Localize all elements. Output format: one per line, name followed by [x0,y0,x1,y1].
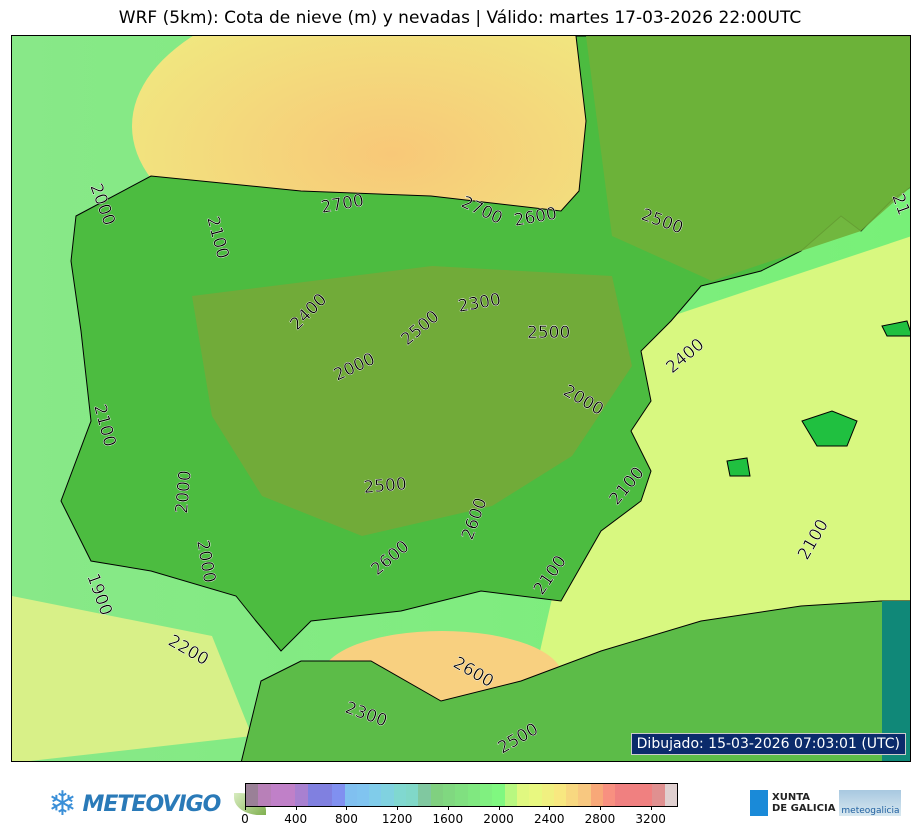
meteovigo-logo: ❄ METEOVIGO [48,784,267,824]
colorbar-segment [615,784,628,806]
meteovigo-logo-text: METEOVIGO [82,791,222,817]
map-title: WRF (5km): Cota de nieve (m) y nevadas |… [118,8,802,28]
menorca-island [881,320,910,337]
colorbar-segment [246,784,259,806]
xunta-logo-text: XUNTA DE GALICIA [772,792,836,814]
colorbar-segment [578,784,591,806]
colorbar-tick-mark [599,806,601,810]
colorbar-segment [369,784,382,806]
colorbar-segment [603,784,616,806]
colorbar-tick-label: 1200 [381,812,413,826]
colorbar-segment [295,784,308,806]
colorbar-tick-label: 2800 [584,812,616,826]
colorbar-segment [418,784,431,806]
colorbar-tick-mark [447,806,449,810]
colorbar-segment [344,784,357,806]
contour-label: 2500 [527,323,570,343]
colorbar-segment [430,784,443,806]
contour-label: 2500 [363,474,408,498]
colorbar-tick-mark [549,806,551,810]
colorbar-tick-mark [650,806,652,810]
mallorca-island [801,410,858,447]
drawn-timestamp: Dibujado: 15-03-2026 07:03:01 (UTC) [630,733,906,755]
contour-label: 2000 [172,470,196,515]
colorbar-tick-label: 400 [284,812,308,826]
colorbar-tick-mark [346,806,348,810]
xunta-meteogalicia-logo: XUNTA DE GALICIA meteogalicia [750,790,902,816]
meteogalicia-logo-text: meteogalicia [839,790,902,816]
colorbar-segment [479,784,493,806]
colorbar-tick-label: 0 [241,812,249,826]
colorbar-tick-label: 1600 [432,812,464,826]
colorbar-segment [319,784,333,806]
colorbar-segment [258,784,271,806]
colorbar-segment [282,784,296,806]
colorbar-segment [566,784,579,806]
colorbar-segment [332,784,345,806]
colorbar [245,783,678,807]
colorbar-segment [627,784,640,806]
colorbar-segment [467,784,480,806]
colorbar-segment [529,784,542,806]
colorbar-tick-label: 800 [334,812,358,826]
sea-west-lower [12,596,252,761]
colorbar-segment [443,784,456,806]
colorbar-ticks: 0 400 800 1200 1600 2000 2400 2800 3200 [241,806,676,830]
colorbar-tick-mark [397,806,399,810]
colorbar-tick-mark [295,806,297,810]
contour-label: 21 [887,191,911,218]
colorbar-segment [455,784,468,806]
xunta-shield-icon [750,790,768,816]
snow-level-map: 2000 2100 2700 2700 2600 2500 2400 2300 … [11,35,911,762]
colorbar-segment [356,784,370,806]
colorbar-tick-mark [498,806,500,810]
colorbar-segment [504,784,517,806]
snowflake-icon: ❄ [48,784,77,824]
colorbar-segment [381,784,394,806]
colorbar-segment [492,784,505,806]
colorbar-segment [541,784,554,806]
ibiza-island [726,457,751,477]
colorbar-tick-label: 3200 [635,812,666,826]
colorbar-segment [664,784,677,806]
france-land [586,36,910,281]
colorbar-segment [652,784,665,806]
colorbar-tick-label: 2400 [533,812,565,826]
colorbar-segment [307,784,320,806]
africa-land [240,600,910,761]
colorbar-segment [516,784,530,806]
colorbar-segment [406,784,419,806]
colorbar-segment [590,784,604,806]
central-plateau [192,266,632,536]
colorbar-tick-mark [245,806,246,810]
colorbar-segment [640,784,653,806]
colorbar-segment [553,784,567,806]
colorbar-tick-label: 2000 [483,812,514,826]
colorbar-segment [393,784,407,806]
colorbar-segment [270,784,283,806]
